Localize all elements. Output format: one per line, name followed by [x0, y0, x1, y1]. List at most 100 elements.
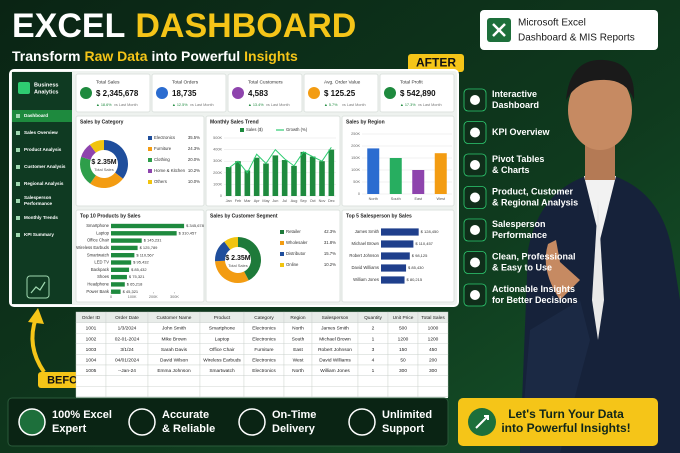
- cta-box[interactable]: [458, 398, 658, 446]
- menu-item: Monthly Trends: [24, 215, 58, 220]
- cta-icon: [475, 415, 489, 429]
- bar: [111, 267, 130, 272]
- legend-label: Wholesaler: [286, 240, 308, 245]
- kpi-card: [379, 73, 455, 113]
- bar: [434, 153, 447, 194]
- legend-swatch: [148, 169, 152, 173]
- feature-text: KPI Overview: [492, 127, 551, 137]
- legend-label: Home & Kitchen: [154, 168, 186, 173]
- table-cell-text: Wireless Earbuds: [203, 357, 241, 363]
- table-cell-text: 02-01-2024: [115, 336, 140, 342]
- legend-swatch: [148, 147, 152, 151]
- menu-icon: [16, 199, 20, 203]
- menu-icon: [16, 233, 20, 237]
- y-tick-label: 100K: [351, 168, 360, 172]
- chart-title: Monthly Sales Trend: [210, 119, 259, 125]
- table-header: Total Sales: [421, 315, 445, 321]
- data-label: $ 128,450: [421, 229, 440, 234]
- badge: Microsoft Excel Dashboard & MIS Reports: [480, 10, 658, 50]
- table-cell-text: Laptop: [215, 336, 230, 342]
- table-header: Product: [214, 315, 231, 321]
- x-tick-label: West: [436, 197, 446, 201]
- title: EXCEL DASHBOARD: [12, 7, 356, 45]
- donut-center-label: Total Sales: [228, 263, 248, 268]
- bar: [381, 264, 407, 272]
- cta-text: into Powerful Insights!: [501, 421, 630, 435]
- donut-center-value: $ 2.35M: [225, 255, 250, 262]
- table-cell: [387, 375, 419, 387]
- benefit-text: & Reliable: [162, 423, 215, 435]
- table-cell-text: North: [292, 368, 304, 374]
- bar: [300, 151, 307, 196]
- after-tag-bg: [408, 54, 464, 72]
- kpi-icon: [156, 87, 168, 99]
- y-tick-label: Smartwatch: [87, 252, 110, 257]
- table-cell: [199, 375, 245, 387]
- bar: [111, 223, 185, 229]
- benefit-text: Accurate: [162, 409, 209, 421]
- table-cell-text: 450: [429, 347, 437, 353]
- chart-title: Sales by Customer Segment: [210, 213, 278, 219]
- legend-value: 20.0%: [188, 157, 200, 162]
- y-tick-label: LED TV: [94, 260, 109, 265]
- legend-value: 10.2%: [324, 262, 336, 267]
- table-cell: [105, 386, 149, 398]
- kpi-note: vs Last Month: [418, 103, 442, 107]
- benefit-text: Delivery: [272, 423, 316, 435]
- table-header: Order Date: [115, 315, 139, 321]
- table-cell-text: 1000: [428, 326, 439, 332]
- bar: [319, 161, 325, 196]
- table-header: Salesperson: [322, 315, 349, 321]
- arrow-head: [28, 308, 44, 324]
- table-cell: [357, 386, 389, 398]
- feature-text: Product, Customer: [492, 186, 574, 196]
- kpi-value: $ 542,890: [400, 89, 436, 98]
- bar: [244, 170, 251, 196]
- table-cell-text: Smartphone: [209, 326, 235, 332]
- feature-text: Performance: [492, 230, 547, 240]
- menu-icon: [16, 131, 20, 135]
- x-tick-label: Mar: [244, 199, 251, 203]
- table-header: Quantity: [364, 315, 382, 321]
- table-cell-text: 150: [399, 347, 407, 353]
- table-cell-text: 3: [372, 347, 375, 353]
- table-cell: [283, 375, 313, 387]
- x-tick-label: 300K: [170, 295, 179, 299]
- kpi-value: 4,583: [248, 89, 269, 98]
- bar: [381, 240, 414, 248]
- legend-swatch: [280, 241, 284, 245]
- kpi-change: ▲ 12.5%: [172, 103, 188, 107]
- legend-value: 10.2%: [188, 168, 200, 173]
- kpi-card: [303, 73, 379, 113]
- y-tick-label: 150K: [351, 156, 360, 160]
- title-part: EXCEL: [12, 7, 125, 45]
- table-cell-text: 1: [372, 368, 375, 374]
- table-cell-text: David Wilson: [160, 357, 188, 363]
- table-cell: [417, 375, 449, 387]
- legend-value: 15.7%: [324, 251, 336, 256]
- bar: [389, 158, 402, 194]
- menu-item: Customer Analysis: [24, 164, 66, 169]
- data-label: $ 45,321: [123, 289, 139, 294]
- kpi-note: vs Last Month: [190, 103, 214, 107]
- table-cell-text: North: [292, 326, 304, 332]
- benefit-icon: [128, 408, 156, 436]
- menu-item: KPI Summary: [24, 232, 54, 237]
- menu-icon: [16, 165, 20, 169]
- table-cell-text: Electronics: [252, 326, 276, 332]
- chart-title: Sales by Region: [346, 119, 385, 125]
- legend-label: Furniture: [154, 146, 172, 151]
- x-tick-label: Dec: [328, 199, 335, 203]
- kpi-icon: [384, 87, 396, 99]
- table-header: Region: [290, 315, 306, 321]
- data-label: $ 95,432: [133, 260, 149, 265]
- bar: [309, 156, 316, 196]
- legend-swatch: [280, 263, 284, 267]
- legend-value: 10.0%: [188, 179, 200, 184]
- y-tick-label: Laptop: [96, 230, 109, 235]
- y-tick-label: 300K: [213, 159, 222, 163]
- donut-slice: [90, 172, 123, 188]
- table-cell-text: 3/1/24: [120, 347, 134, 353]
- menu-icon: [16, 182, 20, 186]
- x-tick-label: Sep: [300, 199, 307, 203]
